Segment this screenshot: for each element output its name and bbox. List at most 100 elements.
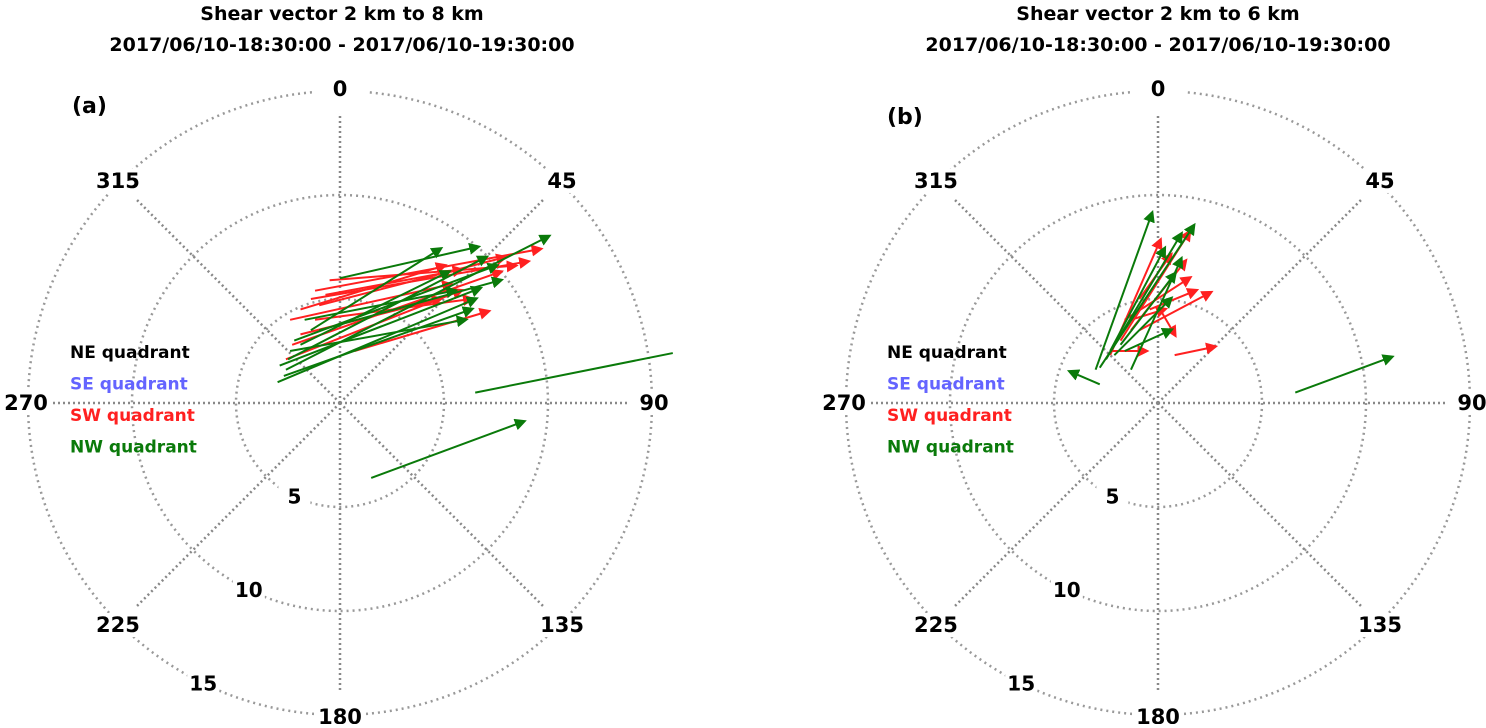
chart-title: Shear vector 2 km to 8 km [200,3,483,25]
angle-tick-label: 225 [96,613,140,637]
legend-entry: NW quadrant [887,438,1014,458]
panel-b: Shear vector 2 km to 6 km 2017/06/10-18:… [818,3,1486,728]
label-background [536,168,589,193]
grid-spoke [134,402,341,609]
shear-vector-sw [1174,342,1219,357]
grid-spoke [1157,402,1364,609]
grid-ring [948,193,1368,613]
vector-layer [277,234,673,479]
radial-tick-label: 5 [287,484,301,508]
panel-a: Shear vector 2 km to 8 km 2017/06/10-18:… [0,3,680,728]
grid-ring [1052,297,1264,509]
label-background [314,77,366,101]
label-background [536,613,589,638]
shear-vector-nw [318,276,505,332]
shear-vector-nw [287,255,490,361]
angle-tick-label: 0 [1151,77,1166,101]
shear-vector-nw [1105,231,1183,360]
label-background [91,168,144,193]
panel-label: (a) [72,94,107,119]
grid-spoke [134,197,341,404]
legend-entry: NE quadrant [70,343,190,363]
label-background [314,705,366,728]
label-background [1132,705,1184,728]
shear-vector-nw [310,246,444,332]
shear-vector-nw [1113,296,1174,356]
shear-vector-sw [300,262,448,311]
label-background [91,613,144,638]
legend-entry: NE quadrant [887,343,1007,363]
grid-spoke [339,197,546,404]
angle-tick-label: 270 [822,391,866,415]
label-background [909,168,962,193]
angle-tick-label: 45 [547,169,576,193]
shear-vector-nw [300,270,452,346]
shear-vector-nw [1094,209,1155,371]
shear-vector-sw [325,265,465,296]
shear-vector-nw [1109,245,1167,352]
angle-tick-label: 90 [639,391,668,415]
label-background [1096,484,1129,509]
angle-tick-label: 270 [4,391,48,415]
grid-spoke [952,402,1159,609]
label-background [628,391,680,415]
grid-spoke [1157,197,1364,404]
label-background [818,391,870,415]
angle-tick-label: 180 [1136,705,1180,724]
radial-tick-label: 15 [1007,671,1035,695]
radial-tick-label: 5 [1105,484,1119,508]
label-background [909,613,962,638]
shear-vector-sw [354,308,492,352]
label-background [278,484,311,509]
panel-label: (b) [887,105,923,130]
shear-vector-nw [279,285,484,367]
label-background [1354,168,1407,193]
vector-layer [1066,209,1395,394]
angle-tick-label: 135 [540,613,584,637]
label-background [1050,577,1083,602]
label-background [1446,391,1486,415]
grid-ring [234,297,446,509]
angle-tick-label: 135 [1358,613,1402,637]
angle-tick-label: 0 [333,77,348,101]
label-background [232,577,265,602]
shear-vector-nw [1294,354,1395,394]
legend-entry: SW quadrant [887,406,1012,426]
label-background [1354,613,1407,638]
shear-vector-nw [1124,328,1175,352]
label-background [1132,77,1184,101]
legend-entry: SE quadrant [70,375,188,395]
shear-vector-nw [339,242,482,280]
grid-spoke [339,402,546,609]
angle-tick-label: 45 [1365,169,1394,193]
angle-tick-label: 315 [914,169,958,193]
shear-vector-sw [318,253,509,307]
label-background [187,671,220,696]
shear-vector-nw [1130,255,1184,371]
legend-entry: SW quadrant [70,406,195,426]
shear-vector-nw [283,306,475,377]
legend-entry: SE quadrant [887,375,1005,395]
angle-tick-label: 315 [96,169,140,193]
grid-spoke [952,197,1159,404]
shear-vector-nw [304,286,459,321]
chart-subtitle: 2017/06/10-18:30:00 - 2017/06/10-19:30:0… [925,34,1390,56]
grid-ring [130,193,550,613]
shear-vector-nw [370,418,527,479]
shear-vector-nw [277,296,479,384]
radial-tick-label: 10 [235,578,263,602]
chart-subtitle: 2017/06/10-18:30:00 - 2017/06/10-19:30:0… [109,34,574,56]
shear-vector-nw [1119,270,1178,346]
radial-tick-label: 15 [189,671,217,695]
label-background [1005,671,1038,696]
shear-vector-nw [289,315,469,352]
angle-tick-label: 90 [1457,391,1486,415]
shear-vector-nw [1066,369,1101,386]
angle-tick-label: 180 [318,705,362,724]
shear-vector-nw [475,352,673,394]
radial-tick-label: 10 [1053,578,1081,602]
legend-entry: NW quadrant [70,438,197,458]
chart-title: Shear vector 2 km to 6 km [1016,3,1299,25]
label-background [0,391,52,415]
